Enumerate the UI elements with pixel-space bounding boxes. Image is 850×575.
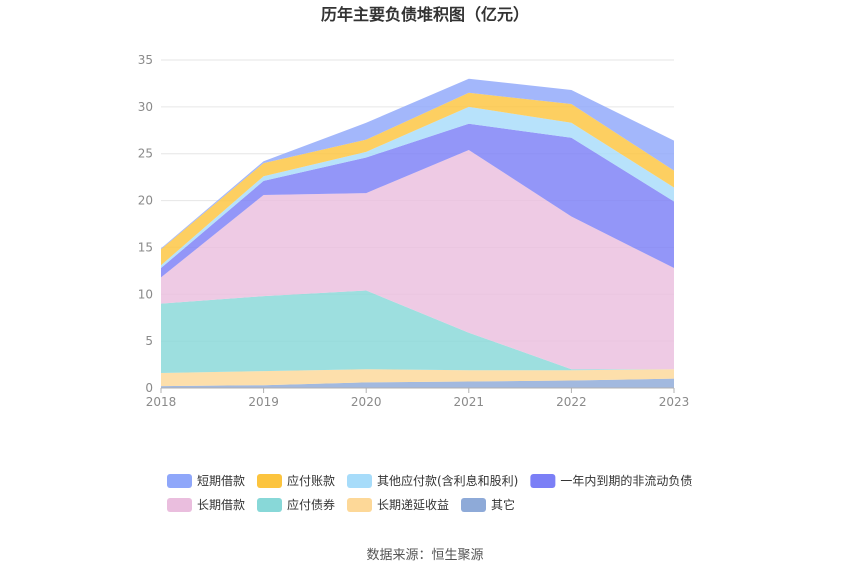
legend-swatch [257, 498, 283, 512]
legend-label: 长期递延收益 [377, 498, 449, 512]
y-tick-label: 25 [138, 147, 153, 161]
legend-label: 其他应付款(含利息和股利) [377, 473, 518, 488]
x-tick-label: 2022 [556, 395, 587, 409]
y-tick-label: 30 [138, 100, 153, 114]
y-tick-label: 5 [145, 334, 153, 348]
legend-label: 应付账款 [287, 473, 335, 488]
legend-swatch [347, 474, 373, 488]
y-tick-label: 0 [145, 381, 153, 395]
legend-swatch [461, 498, 487, 512]
legend-item[interactable]: 其他应付款(含利息和股利) [347, 473, 518, 488]
legend-item[interactable]: 应付债券 [257, 497, 335, 512]
legend-swatch [530, 474, 556, 488]
legend-swatch [347, 498, 373, 512]
legend-item[interactable]: 长期递延收益 [347, 498, 449, 512]
x-tick-label: 2020 [351, 395, 382, 409]
x-tick-label: 2018 [146, 395, 177, 409]
area-其它 [161, 378, 674, 388]
legend-item[interactable]: 一年内到期的非流动负债 [530, 473, 692, 488]
y-tick-label: 35 [138, 53, 153, 67]
legend-swatch [257, 474, 283, 488]
legend-label: 应付债券 [287, 497, 335, 512]
y-tick-label: 20 [138, 194, 153, 208]
legend-label: 长期借款 [197, 498, 245, 512]
area-series [161, 78, 674, 388]
legend-label: 短期借款 [197, 474, 245, 488]
axes: 0 5 10 15 20 25 30 35 2018 2019 2020 2021 2022 2023 [138, 53, 690, 409]
source-note: 数据来源：恒生聚源 [366, 548, 483, 563]
legend-swatch [167, 474, 192, 488]
area-短期借款 [161, 78, 674, 250]
area-长期借款 [161, 149, 674, 370]
legend-item[interactable]: 短期借款 [167, 474, 245, 488]
legend-label: 其它 [491, 497, 515, 512]
legend-item[interactable]: 其它 [461, 497, 515, 512]
legend-label: 一年内到期的非流动负债 [560, 473, 692, 488]
area-应付债券 [161, 290, 674, 374]
x-tick-label: 2019 [248, 395, 279, 409]
area-其他应付款(含利息和股利) [161, 106, 674, 269]
y-tick-label: 10 [138, 287, 153, 301]
legend-item[interactable]: 应付账款 [257, 473, 335, 488]
area-应付账款 [161, 92, 674, 266]
area-长期递延收益 [161, 369, 674, 387]
y-tick-label: 15 [138, 240, 153, 254]
legend-swatch [167, 498, 192, 512]
area-一年内到期的非流动负债 [161, 123, 674, 278]
legend-item[interactable]: 长期借款 [167, 498, 245, 512]
x-tick-label: 2023 [659, 395, 690, 409]
x-tick-label: 2021 [454, 395, 485, 409]
chart-title: 历年主要负债堆积图（亿元） [321, 5, 529, 24]
